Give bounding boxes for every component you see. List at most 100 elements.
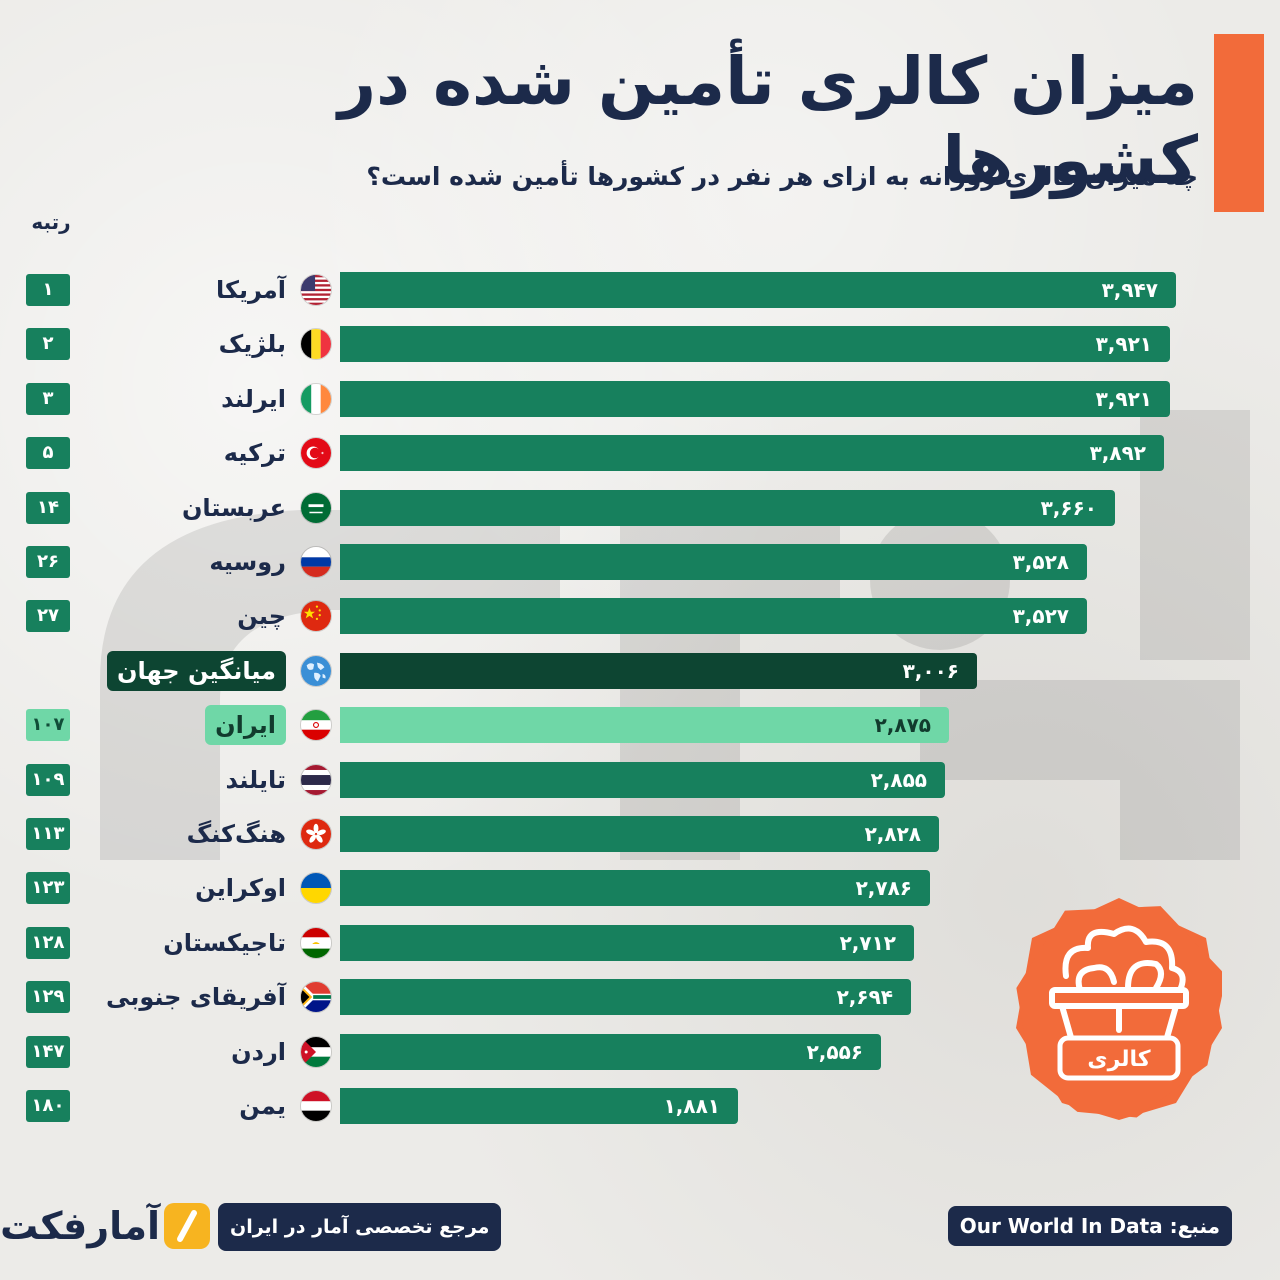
tajikistan-flag-icon	[300, 926, 332, 959]
bar: ۳,۰۰۶	[340, 652, 977, 689]
logo-text: آمارفکت	[0, 1204, 160, 1248]
rank-badge: ۵	[26, 437, 70, 470]
rank-badge: ۱۲۸	[26, 926, 70, 959]
bar-value-label: ۲,۸۵۵	[870, 767, 927, 792]
accent-bar	[1214, 34, 1264, 212]
logo-mark-icon	[164, 1203, 210, 1249]
country-label: یمن	[239, 1092, 286, 1120]
country-label: بلژیک	[218, 330, 286, 359]
country-label: ترکیه	[223, 439, 286, 468]
bar: ۳,۹۲۱	[340, 326, 1170, 363]
jordan-flag-icon	[300, 1035, 332, 1068]
iran-flag-icon	[300, 709, 332, 742]
country-label: آفریقای جنوبی	[106, 983, 286, 1012]
belgium-flag-icon	[300, 328, 332, 361]
china-flag-icon	[300, 600, 332, 633]
bar: ۲,۸۷۵	[340, 707, 949, 744]
bar-value-label: ۳,۰۰۶	[902, 658, 959, 683]
country-label: اوکراین	[195, 874, 286, 903]
chart-row: ۱۲۳ اوکراین ۲,۷۸۶	[0, 868, 1280, 908]
rank-badge: ۱۱۳	[26, 818, 70, 850]
country-label: عربستان	[181, 493, 286, 522]
bar-value-label: ۲,۸۲۸	[864, 822, 921, 846]
page-subtitle: چه میزان کالری روزانه به ازای هر نفر در …	[366, 162, 1198, 191]
bar-value-label: ۳,۹۲۱	[1095, 332, 1152, 357]
southafrica-flag-icon	[300, 981, 332, 1014]
bar: ۲,۷۸۶	[340, 870, 930, 907]
saudi-flag-icon	[300, 491, 332, 524]
country-label: هنگ‌کنگ	[186, 820, 286, 848]
food-basket-icon	[1049, 925, 1189, 1051]
rank-badge: ۲	[26, 328, 70, 361]
rank-badge: ۱۸۰	[26, 1090, 70, 1122]
bar-value-label: ۲,۵۵۶	[806, 1039, 863, 1064]
chart-row: ۱۰۷ ایران ۲,۸۷۵	[0, 705, 1280, 746]
bar-value-label: ۳,۸۹۲	[1089, 441, 1146, 466]
bar-value-label: ۳,۹۲۱	[1095, 386, 1152, 411]
globe-icon	[300, 654, 332, 687]
badge-label: کالری	[1087, 1047, 1150, 1072]
bar-value-label: ۳,۶۶۰	[1040, 495, 1097, 520]
chart-row: ۱۲۸ تاجیکستان ۲,۷۱۲	[0, 923, 1280, 963]
country-label: روسیه	[209, 548, 286, 576]
chart-row: ۲ بلژیک ۳,۹۲۱	[0, 324, 1280, 364]
turkey-flag-icon	[300, 437, 332, 470]
rank-badge: ۳	[26, 382, 70, 415]
chart-row: ۱۴۷ اردن ۲,۵۵۶	[0, 1032, 1280, 1072]
hongkong-flag-icon	[300, 818, 332, 850]
yemen-flag-icon	[300, 1090, 332, 1122]
country-label: اردن	[231, 1037, 286, 1066]
chart-row: ۱۸۰ یمن ۱,۸۸۱	[0, 1086, 1280, 1126]
bar: ۲,۵۵۶	[340, 1033, 881, 1070]
chart-row: ۱۲۹ آفریقای جنوبی ۲,۶۹۴	[0, 977, 1280, 1017]
source-label: منبع: Our World In Data	[947, 1206, 1232, 1246]
bar: ۳,۶۶۰	[340, 489, 1115, 526]
rank-badge: ۱۴	[26, 491, 70, 524]
country-label: تایلند	[225, 765, 287, 794]
bar-value-label: ۲,۶۹۴	[836, 985, 893, 1010]
page-title: میزان کالری تأمین شده در کشورها	[338, 43, 1198, 200]
us-flag-icon	[300, 274, 332, 306]
rank-badge: ۱۰۷	[26, 709, 70, 742]
bar-value-label: ۱,۸۸۱	[663, 1094, 720, 1118]
bar: ۳,۹۲۱	[340, 380, 1170, 417]
bar: ۲,۸۲۸	[340, 816, 939, 852]
rank-badge: ۲۷	[26, 600, 70, 633]
ireland-flag-icon	[300, 382, 332, 415]
chart-row: ۵ ترکیه ۳,۸۹۲	[0, 433, 1280, 473]
chart-row: ۲۷ چین ۳,۵۲۷	[0, 596, 1280, 636]
calorie-badge: کالری	[1016, 898, 1222, 1120]
bar: ۲,۶۹۴	[340, 979, 911, 1016]
bar-value-label: ۲,۸۷۵	[874, 713, 931, 738]
bar: ۱,۸۸۱	[340, 1088, 738, 1124]
rank-badge: ۱	[26, 274, 70, 306]
chart-row: ۱ آمریکا ۳,۹۴۷	[0, 270, 1280, 310]
bar-value-label: ۲,۷۸۶	[855, 876, 912, 901]
bar: ۲,۸۵۵	[340, 761, 945, 798]
rank-column-header: رتبه	[31, 210, 71, 234]
rank-badge: ۱۴۷	[26, 1035, 70, 1068]
chart-row: ۲۶ روسیه ۳,۵۲۸	[0, 542, 1280, 582]
rank-badge: ۱۲۳	[26, 872, 70, 905]
bar-value-label: ۳,۵۲۷	[1012, 604, 1069, 629]
chart-row: ۱۰۹ تایلند ۲,۸۵۵	[0, 760, 1280, 800]
chart-row: ۱۴ عربستان ۳,۶۶۰	[0, 488, 1280, 528]
reference-label: مرجع تخصصی آمار در ایران	[218, 1203, 502, 1251]
country-label: ایران	[205, 705, 286, 746]
chart-row: ۱۱۳ هنگ‌کنگ ۲,۸۲۸	[0, 814, 1280, 854]
rank-badge: ۱۲۹	[26, 981, 70, 1014]
chart-row: میانگین جهان ۳,۰۰۶	[0, 650, 1280, 691]
bar: ۳,۵۲۷	[340, 598, 1087, 635]
bar: ۳,۹۴۷	[340, 272, 1176, 308]
chart-row: ۳ ایرلند ۳,۹۲۱	[0, 379, 1280, 419]
ukraine-flag-icon	[300, 872, 332, 905]
bar-value-label: ۳,۹۴۷	[1101, 278, 1158, 302]
bar: ۳,۵۲۸	[340, 544, 1087, 580]
country-label: چین	[237, 602, 286, 631]
bar: ۳,۸۹۲	[340, 435, 1164, 472]
russia-flag-icon	[300, 546, 332, 578]
thailand-flag-icon	[300, 763, 332, 796]
country-label: تاجیکستان	[163, 928, 286, 957]
country-label: ایرلند	[221, 384, 286, 413]
bar: ۲,۷۱۲	[340, 924, 914, 961]
